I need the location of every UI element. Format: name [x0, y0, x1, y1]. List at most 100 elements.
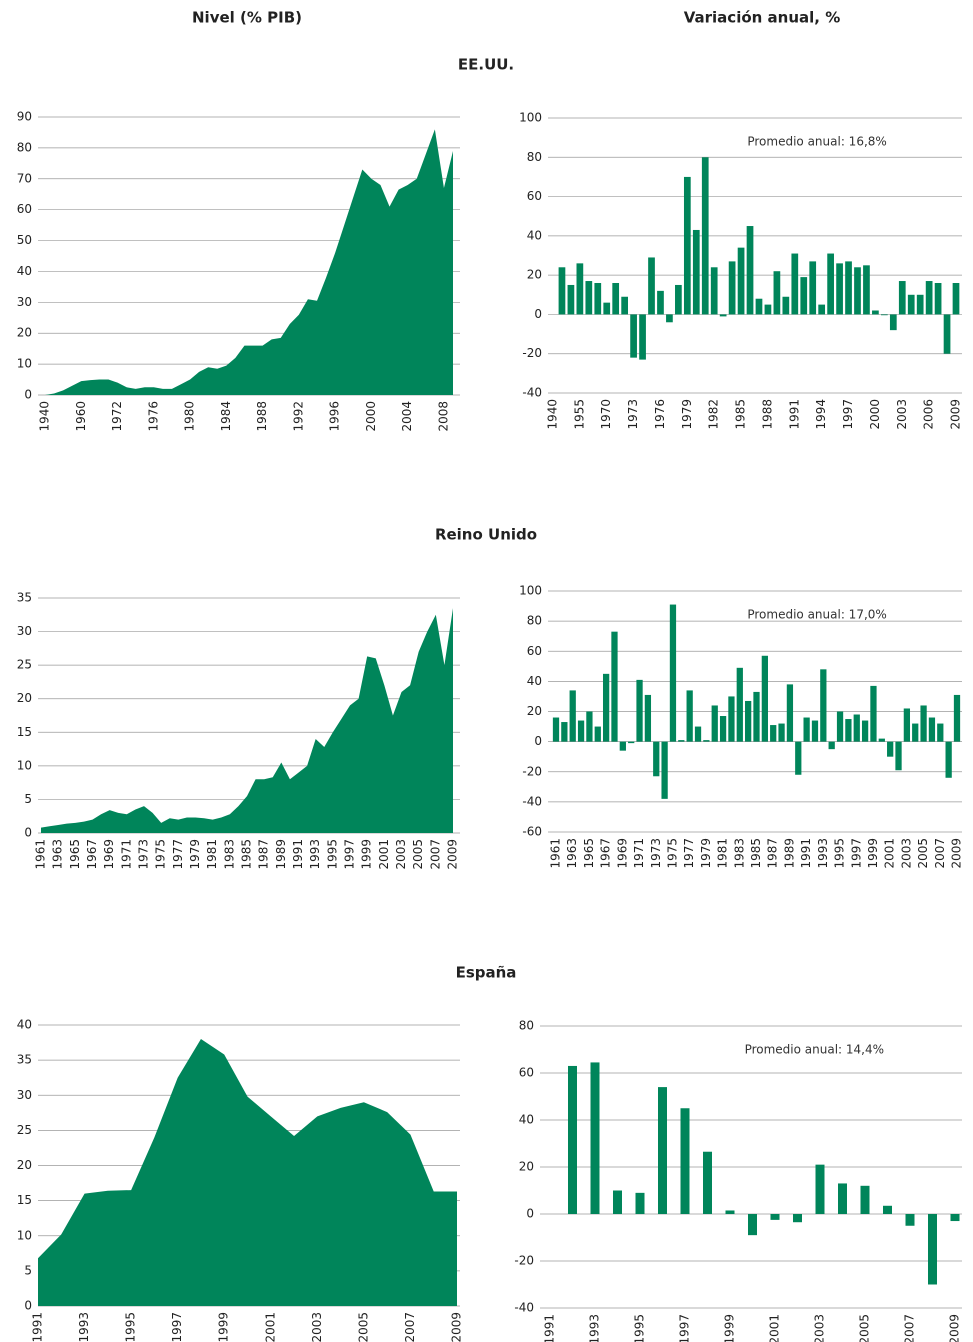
- x-tick-label: 1999: [866, 838, 880, 869]
- x-tick-label: 1995: [833, 838, 847, 869]
- bar: [854, 267, 861, 315]
- x-tick-label: 1993: [308, 839, 322, 870]
- bar: [809, 261, 817, 315]
- y-tick-label: -40: [522, 386, 542, 400]
- bar: [567, 284, 575, 315]
- bar: [648, 257, 655, 315]
- bar: [621, 296, 629, 315]
- bar: [828, 741, 835, 750]
- y-tick-label: 20: [17, 691, 32, 705]
- x-tick-label: 1940: [546, 399, 560, 430]
- bar: [644, 694, 652, 742]
- x-tick-label: 2001: [883, 838, 897, 869]
- y-tick-label: 10: [17, 758, 32, 772]
- bar: [928, 717, 936, 742]
- bar: [903, 708, 911, 742]
- x-tick-label: 2007: [403, 1312, 417, 1342]
- y-tick-label: 25: [17, 658, 32, 672]
- bar: [791, 253, 799, 315]
- x-tick-label: 2009: [949, 399, 963, 430]
- bar: [736, 667, 743, 742]
- x-tick-label: 1989: [274, 839, 288, 870]
- bar: [845, 719, 852, 742]
- x-tick-label: 1955: [572, 399, 586, 430]
- x-tick-label: 2001: [768, 1314, 782, 1342]
- section-title: EE.UU.: [458, 56, 514, 74]
- x-tick-label: 2003: [394, 839, 408, 870]
- bar: [636, 679, 643, 742]
- section-title: España: [456, 964, 517, 982]
- bar: [782, 296, 790, 315]
- bar: [811, 720, 819, 742]
- chart: -40 -20 0 20 40 60 80 100 1940 1955 1970 1973 1976 19…: [519, 111, 962, 430]
- x-tick-label: 2005: [858, 1314, 872, 1342]
- bar: [569, 690, 576, 742]
- bar: [815, 1164, 825, 1214]
- y-tick-label: 100: [519, 584, 542, 598]
- column-header: Variación anual, %: [684, 9, 841, 27]
- bar: [945, 741, 952, 778]
- y-tick-label: 20: [17, 1158, 32, 1172]
- bar: [861, 720, 869, 742]
- x-tick-label: 1991: [799, 838, 813, 869]
- y-tick-label: 30: [17, 624, 32, 638]
- x-tick-label: 2007: [428, 839, 442, 870]
- y-tick-label: 90: [17, 110, 32, 124]
- bar: [710, 267, 718, 315]
- bar: [838, 1183, 847, 1214]
- x-tick-label: 2009: [950, 838, 964, 869]
- bar: [701, 157, 709, 315]
- bar: [863, 265, 870, 315]
- y-tick-label: 0: [526, 1207, 534, 1221]
- x-tick-label: 1995: [124, 1312, 138, 1342]
- bar: [870, 685, 877, 742]
- bar: [737, 247, 745, 315]
- x-tick-label: 1983: [732, 838, 746, 869]
- y-tick-label: 60: [527, 189, 542, 203]
- bar: [820, 669, 827, 742]
- bar: [552, 717, 560, 742]
- annotation: Promedio anual: 14,4%: [745, 1043, 884, 1057]
- y-tick-label: 60: [519, 1066, 534, 1080]
- bar: [883, 1205, 892, 1214]
- bar: [786, 684, 794, 742]
- x-tick-label: 2001: [377, 839, 391, 870]
- y-tick-label: -20: [514, 1254, 534, 1268]
- y-tick-label: -20: [522, 764, 542, 778]
- section-title: Reino Unido: [435, 526, 537, 544]
- x-tick-label: 1985: [749, 838, 763, 869]
- x-tick-label: 1992: [291, 401, 305, 432]
- bar: [755, 298, 763, 315]
- x-tick-label: 2009: [450, 1312, 464, 1342]
- x-tick-label: 1991: [787, 399, 801, 430]
- x-tick-label: 1997: [678, 1314, 692, 1342]
- y-tick-label: 35: [17, 1053, 32, 1067]
- y-tick-label: 0: [24, 826, 32, 840]
- y-tick-label: 40: [17, 264, 32, 278]
- x-tick-label: 1991: [543, 1314, 557, 1342]
- bar: [719, 314, 727, 317]
- x-tick-label: 1999: [723, 1314, 737, 1342]
- x-tick-label: 1971: [632, 838, 646, 869]
- bar: [912, 723, 919, 742]
- x-tick-label: 1993: [77, 1312, 91, 1342]
- bar: [711, 705, 718, 742]
- x-tick-label: 1983: [222, 839, 236, 870]
- bar: [761, 655, 768, 742]
- y-tick-label: 60: [17, 202, 32, 216]
- chart: 0 5 10 15 20 25 30 35 1961 1963 1965 1967 1969 1971 19…: [17, 591, 460, 870]
- x-tick-label: 1963: [51, 839, 65, 870]
- bar: [795, 741, 802, 775]
- bar: [748, 1214, 757, 1236]
- y-tick-label: 20: [519, 1160, 534, 1174]
- bar: [561, 722, 568, 742]
- y-tick-label: 20: [17, 326, 32, 340]
- bar: [653, 741, 660, 777]
- y-tick-label: 35: [17, 591, 32, 605]
- x-tick-label: 1973: [626, 399, 640, 430]
- y-tick-label: 40: [527, 228, 542, 242]
- bar: [666, 314, 673, 323]
- y-tick-label: 80: [17, 140, 32, 154]
- bar: [669, 604, 677, 742]
